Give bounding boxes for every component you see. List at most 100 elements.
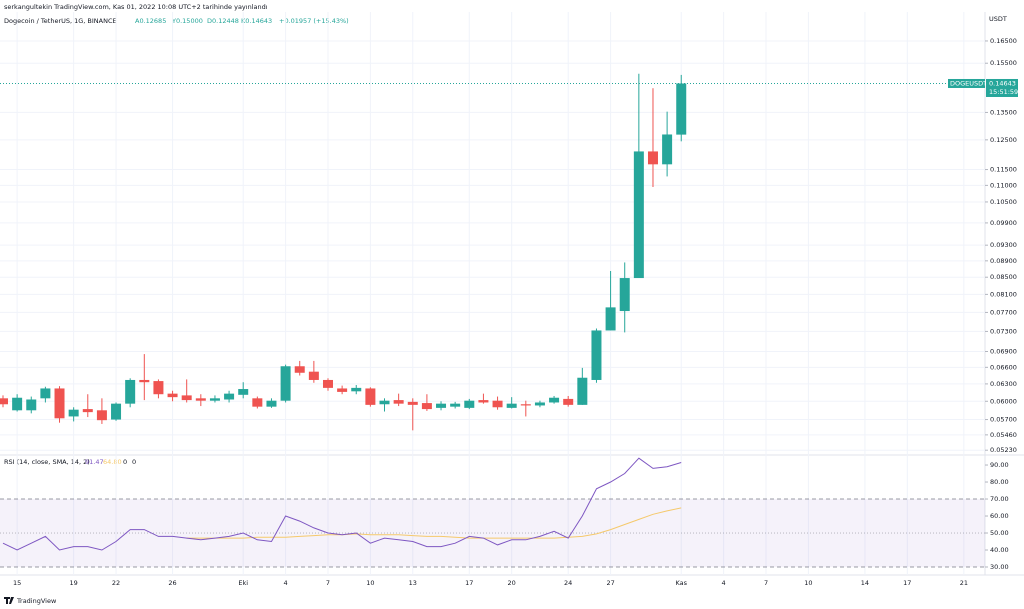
candle-body [139, 379, 150, 383]
candle-body [68, 409, 79, 417]
x-tick-label: 19 [70, 579, 78, 587]
x-tick-label: 4 [284, 579, 288, 587]
candle-body [294, 366, 305, 373]
candle-body [322, 379, 333, 388]
x-tick-label: 27 [606, 579, 614, 587]
y-tick-label: 80.00 [990, 478, 1009, 486]
candle-body [421, 403, 432, 410]
brand-name: TradingView [16, 597, 57, 605]
candle-body [209, 398, 220, 401]
candle-body [619, 278, 630, 312]
x-tick-label: 17 [903, 579, 911, 587]
candle-body [337, 388, 348, 392]
candle-body [96, 410, 107, 421]
price-label-name: DOGEUSDT [950, 79, 987, 87]
price-label-value: 0.14643 [989, 79, 1016, 87]
candle-body [549, 397, 560, 403]
y-tick-label: 0.08500 [990, 273, 1017, 281]
rsi-extra-value: 0 [132, 458, 136, 466]
rsi-sma-value: 64.80 [103, 458, 122, 466]
price-label-box [986, 78, 1018, 97]
candle-body [195, 398, 206, 401]
rsi-extra-value: 0 [123, 458, 127, 466]
candle-body [577, 377, 588, 405]
rsi-title: RSI (14, close, SMA, 14, 2) [4, 458, 90, 466]
candle-body [647, 151, 658, 165]
y-tick-label: 0.05460 [990, 431, 1017, 439]
x-tick-label: 13 [409, 579, 417, 587]
rsi-line [2, 457, 682, 551]
candle-body [351, 387, 362, 392]
y-tick-label: 0.15500 [990, 59, 1017, 67]
x-tick-label: Eki [238, 579, 248, 587]
y-tick-label: 30.00 [990, 563, 1009, 571]
y-tick-label: 0.05700 [990, 416, 1017, 424]
y-tick-label: 0.09300 [990, 241, 1017, 249]
price-label-countdown: 15:51:59 [989, 88, 1018, 96]
candle-body [54, 388, 65, 419]
candle-body [492, 400, 503, 408]
grid [0, 12, 985, 575]
symbol-title: Dogecoin / TetherUS, 1G, BINANCE [4, 17, 117, 25]
candle-body [125, 379, 136, 404]
ohlc-low: D0.12448 [207, 17, 239, 25]
y-tick-label: 0.06000 [990, 397, 1017, 405]
y-tick-label: 0.06600 [990, 363, 1017, 371]
ohlc-close: K0.14643 [241, 17, 272, 25]
y-tick-label: 0.06300 [990, 380, 1017, 388]
y-tick-label: 0.11500 [990, 166, 1017, 174]
rsi-line [186, 507, 682, 539]
x-tick-label: 17 [465, 579, 473, 587]
x-tick-label: 26 [168, 579, 176, 587]
y-tick-label: 0.05230 [990, 446, 1017, 454]
y-tick-label: 0.12500 [990, 136, 1017, 144]
candle-body [520, 404, 531, 406]
candle-body [591, 330, 602, 380]
candle-body [252, 398, 263, 407]
candle-body [26, 399, 37, 411]
x-tick-label: 24 [564, 579, 572, 587]
published-note: serkangultekin TradingView.com, Kas 01, … [4, 3, 268, 11]
x-tick-label: Kas [675, 579, 687, 587]
candle-body [393, 400, 404, 404]
y-tick-label: 60.00 [990, 512, 1009, 520]
candle-body [181, 395, 192, 401]
candle-body [633, 151, 644, 279]
x-tick-label: 7 [326, 579, 330, 587]
candle-body [605, 307, 616, 331]
price-label-name-box [948, 78, 985, 88]
x-tick-label: 22 [112, 579, 120, 587]
y-tick-label: 0.16500 [990, 37, 1017, 45]
x-tick-label: 20 [508, 579, 516, 587]
candle-body [534, 402, 545, 406]
candle-body [153, 381, 164, 395]
ohlc-change: +0.01957 (+15.43%) [279, 17, 349, 25]
y-tick-label: 0.06900 [990, 347, 1017, 355]
y-tick-label: 0.11000 [990, 181, 1017, 189]
brand-logo [4, 597, 14, 604]
candle-body [12, 397, 23, 411]
unit-label: USDT [989, 15, 1007, 23]
candle-body [436, 403, 447, 408]
candle-body [111, 403, 122, 420]
y-tick-label: 90.00 [990, 461, 1009, 469]
candle-body [676, 83, 687, 135]
candle-body [478, 400, 489, 403]
ohlc-open: A0.12685 [135, 17, 166, 25]
candle-body [308, 371, 319, 380]
y-tick-label: 0.07300 [990, 327, 1017, 335]
x-tick-label: 4 [722, 579, 726, 587]
y-tick-label: 0.10500 [990, 198, 1017, 206]
y-tick-label: 0.08100 [990, 290, 1017, 298]
y-tick-label: 0.13500 [990, 108, 1017, 116]
candle-body [280, 366, 291, 401]
y-tick-label: 40.00 [990, 546, 1009, 554]
candle-body [662, 134, 673, 165]
candle-body [224, 393, 235, 400]
candle-body [407, 401, 418, 405]
x-tick-label: 14 [861, 579, 869, 587]
candle-body [379, 400, 390, 405]
x-tick-label: 7 [764, 579, 768, 587]
